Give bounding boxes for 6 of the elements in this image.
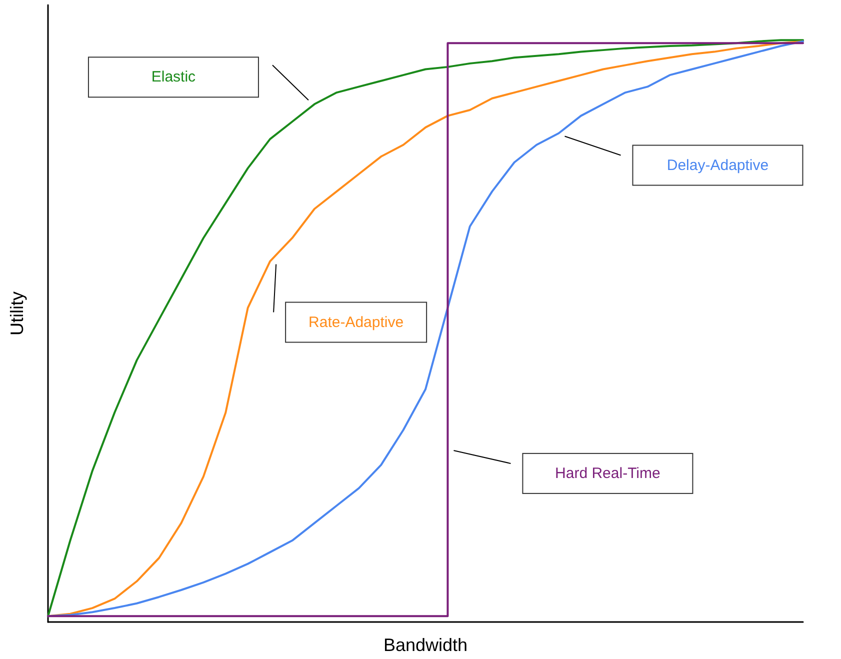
text: Hard Real-Time (555, 464, 660, 482)
text: Delay-Adaptive (666, 156, 769, 174)
text: Rate-Adaptive (308, 314, 404, 331)
x-axis-title: Bandwidth (383, 635, 468, 655)
text: Elastic (151, 68, 196, 86)
y-axis-title: Utility (7, 292, 27, 336)
